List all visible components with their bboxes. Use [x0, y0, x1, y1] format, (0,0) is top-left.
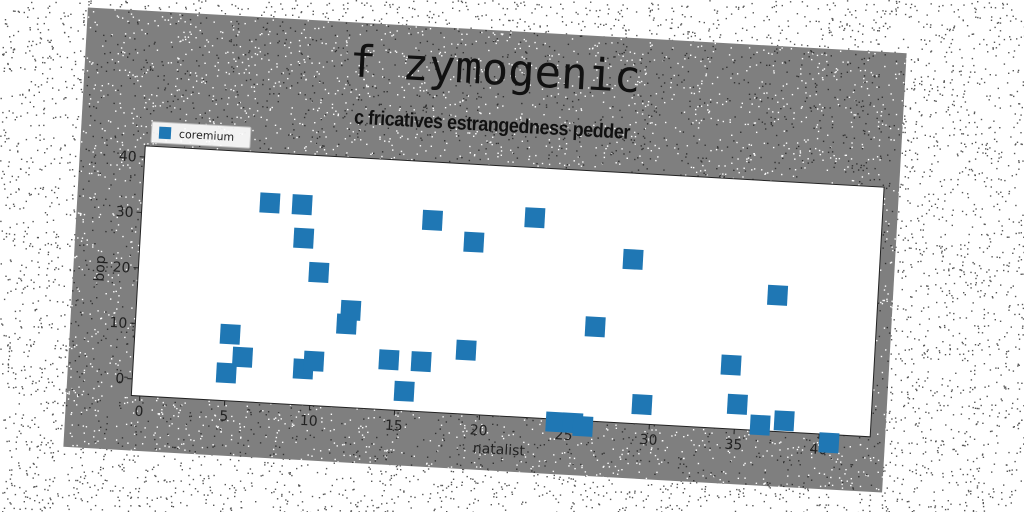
scatter-point: [631, 394, 653, 416]
x-tick-label: 0: [134, 404, 144, 420]
scatter-point: [219, 323, 241, 345]
scatter-point: [584, 316, 606, 338]
scatter-point: [726, 393, 748, 415]
scatter-point: [393, 380, 415, 402]
legend-label-coremium: coremium: [178, 127, 235, 144]
scatter-point: [767, 284, 789, 306]
x-tick-label: 30: [639, 432, 658, 449]
chart-figure: f zymogenic c fricatives estrangedness p…: [63, 7, 907, 493]
data-points: [215, 192, 840, 454]
scatter-point: [231, 346, 254, 368]
scatter-point: [215, 362, 237, 384]
scatter-point: [524, 207, 546, 229]
scatter-point: [455, 339, 477, 361]
scatter-point: [622, 248, 644, 270]
y-tick-label: 30: [115, 204, 134, 221]
scatter-point: [308, 261, 330, 283]
scatter-point: [293, 227, 315, 249]
x-tick-label: 10: [299, 413, 318, 430]
x-tick-label: 35: [724, 437, 743, 454]
scatter-point: [545, 411, 567, 433]
y-tick-label: 40: [118, 149, 137, 166]
scatter-point: [720, 354, 742, 376]
scatter-point: [303, 350, 325, 372]
y-tick-label: 10: [109, 315, 128, 332]
scatter-point: [421, 209, 444, 231]
scatter-point: [463, 231, 485, 253]
scatter-point: [259, 192, 281, 214]
legend-marker-coremium: [158, 126, 172, 140]
scatter-point: [818, 432, 840, 454]
scatter-point: [749, 414, 771, 436]
scatter-point: [378, 349, 400, 371]
scatter-point: [410, 351, 432, 373]
x-tick-label: 15: [384, 418, 403, 435]
scatter-point: [291, 194, 313, 216]
scatter-point: [572, 415, 594, 437]
x-tick-label: 20: [469, 422, 488, 439]
y-axis-label: bop: [92, 255, 109, 282]
scatter-point: [773, 410, 795, 432]
x-tick-label: 5: [219, 408, 229, 424]
y-tick-label: 20: [112, 259, 131, 276]
scatter-point: [340, 299, 362, 321]
y-tick-label: 0: [115, 371, 125, 387]
x-axis-label: natalist: [472, 441, 525, 460]
